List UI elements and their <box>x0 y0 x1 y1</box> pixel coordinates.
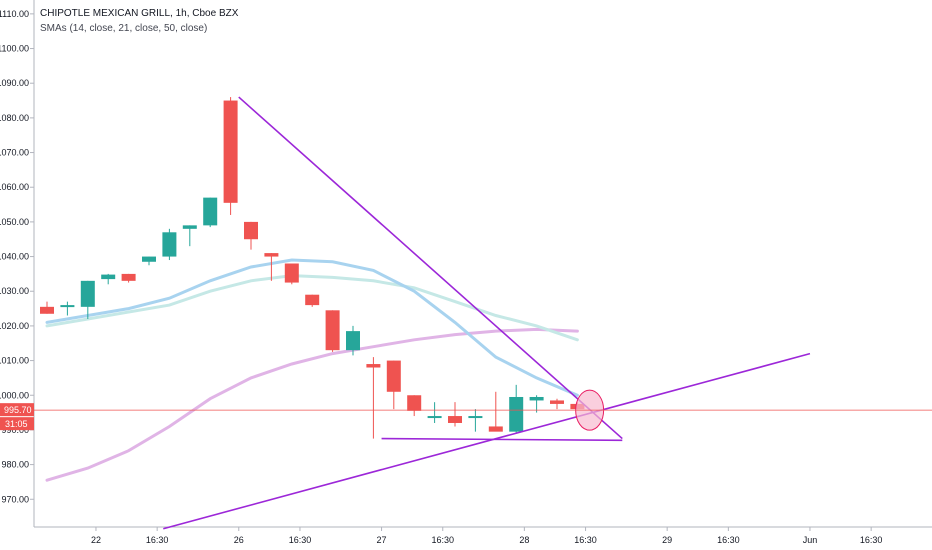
candle[interactable] <box>529 395 544 413</box>
candle-body[interactable] <box>223 100 238 203</box>
candle[interactable] <box>284 263 299 285</box>
candle[interactable] <box>386 360 401 410</box>
candle-body[interactable] <box>182 225 197 229</box>
candle-body[interactable] <box>325 310 340 351</box>
x-tick-label: 16:30 <box>717 535 740 545</box>
y-tick-label: 1110.00 <box>0 9 29 19</box>
candle-body[interactable] <box>264 253 279 257</box>
candle[interactable] <box>80 280 95 319</box>
candle[interactable] <box>60 301 75 316</box>
candle-body[interactable] <box>162 232 177 257</box>
candle[interactable] <box>346 325 360 356</box>
candle[interactable] <box>305 294 320 307</box>
candle[interactable] <box>203 197 218 228</box>
y-tick-label: 980.00 <box>1 460 29 470</box>
countdown-badge-value: 31:05 <box>5 419 28 429</box>
candle[interactable] <box>142 256 156 266</box>
candle-body[interactable] <box>121 273 136 281</box>
current-price-badge: 995.70 31:05 <box>0 403 932 431</box>
candle-body[interactable] <box>468 416 483 419</box>
candle[interactable] <box>244 221 258 250</box>
trendline[interactable] <box>381 437 623 442</box>
price-badge-value: 995.70 <box>4 405 32 415</box>
candle[interactable] <box>101 273 116 285</box>
candle[interactable] <box>40 301 54 314</box>
candles[interactable] <box>40 97 585 439</box>
symbol-title[interactable]: CHIPOTLE MEXICAN GRILL, 1h, Cboe BZX <box>40 8 239 19</box>
candle[interactable] <box>264 253 279 281</box>
candle[interactable] <box>325 310 340 352</box>
candle[interactable] <box>468 409 483 432</box>
candle-body[interactable] <box>346 331 360 351</box>
candle[interactable] <box>366 357 381 439</box>
price-badge-box <box>0 403 34 417</box>
x-tick-label: 16:30 <box>146 535 169 545</box>
x-tick-label: 16:30 <box>860 535 883 545</box>
candle-body[interactable] <box>509 396 524 432</box>
trendline[interactable] <box>238 96 623 440</box>
sma-50-line <box>45 327 579 482</box>
candle[interactable] <box>509 384 524 434</box>
x-tick-label: 16:30 <box>289 535 312 545</box>
candle-body[interactable] <box>448 416 462 423</box>
candle[interactable] <box>488 391 503 432</box>
y-tick-label: 1070.00 <box>0 148 29 158</box>
candle-body[interactable] <box>305 294 320 306</box>
candle-body[interactable] <box>284 263 299 283</box>
trendlines[interactable] <box>163 96 811 530</box>
sma-indicator-label[interactable]: SMAs (14, close, 21, close, 50, close) <box>40 23 208 34</box>
x-tick-label: 22 <box>91 535 101 545</box>
y-tick-label: 970.00 <box>1 494 29 504</box>
countdown-badge-box <box>0 417 34 431</box>
y-tick-label: 1050.00 <box>0 217 29 227</box>
candle-body[interactable] <box>60 305 75 308</box>
y-tick-label: 1010.00 <box>0 356 29 366</box>
x-tick-label: 26 <box>234 535 244 545</box>
candle-body[interactable] <box>244 221 258 240</box>
x-tick-label: 16:30 <box>574 535 597 545</box>
candle-body[interactable] <box>101 274 116 280</box>
candle-body[interactable] <box>366 364 381 368</box>
candle-body[interactable] <box>40 306 54 314</box>
x-tick-label: 27 <box>377 535 387 545</box>
sma-lines <box>45 258 579 482</box>
candle[interactable] <box>182 225 197 247</box>
sma-14-line <box>45 258 579 397</box>
y-tick-label: 1060.00 <box>0 182 29 192</box>
candle[interactable] <box>427 402 442 423</box>
candle-body[interactable] <box>427 416 442 419</box>
y-tick-label: 1020.00 <box>0 321 29 331</box>
trendline[interactable] <box>163 352 811 530</box>
sma-21-line <box>45 274 579 342</box>
candle-body[interactable] <box>550 400 564 404</box>
candle[interactable] <box>407 395 422 417</box>
candle-body[interactable] <box>488 426 503 432</box>
y-tick-label: 1080.00 <box>0 113 29 123</box>
candle-body[interactable] <box>203 197 218 226</box>
candle-body[interactable] <box>407 395 422 411</box>
y-tick-label: 1040.00 <box>0 252 29 262</box>
x-tick-label: 29 <box>662 535 672 545</box>
y-tick-label: 1030.00 <box>0 286 29 296</box>
candle[interactable] <box>550 398 564 410</box>
candle-body[interactable] <box>80 280 95 307</box>
y-tick-label: 1000.00 <box>0 390 29 400</box>
y-tick-label: 1090.00 <box>0 78 29 88</box>
y-tick-label: 1100.00 <box>0 44 29 54</box>
candle-body[interactable] <box>142 256 156 262</box>
candle-body[interactable] <box>529 396 544 401</box>
x-tick-label: 16:30 <box>431 535 454 545</box>
candle[interactable] <box>121 273 136 283</box>
candle[interactable] <box>448 402 462 427</box>
candle[interactable] <box>162 228 177 261</box>
x-tick-label: Jun <box>803 535 818 545</box>
candle[interactable] <box>223 97 238 215</box>
chart-legend: CHIPOTLE MEXICAN GRILL, 1h, Cboe BZX SMA… <box>40 6 238 36</box>
x-tick-label: 28 <box>519 535 529 545</box>
candle-body[interactable] <box>386 360 401 392</box>
